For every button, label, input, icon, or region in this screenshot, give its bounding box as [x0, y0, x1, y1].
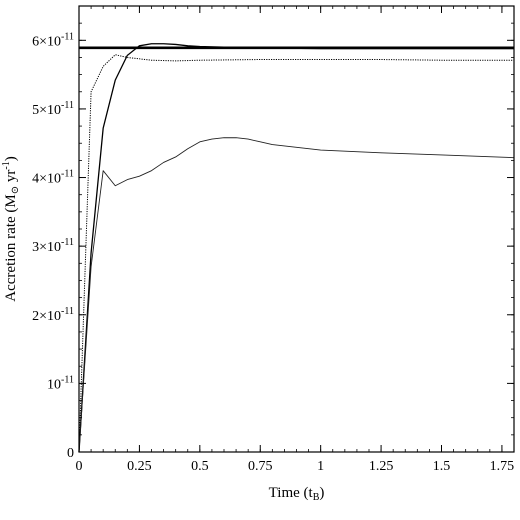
y-tick-label: 3×10-11	[32, 237, 74, 255]
y-axis-label-end: )	[3, 156, 19, 161]
y-tick-label: 0	[67, 446, 74, 461]
x-tick-label: 0.75	[248, 459, 273, 474]
y-axis-label: Accretion rate (M⊙ yr-1)	[1, 156, 21, 301]
y-axis-label-sun: ⊙	[10, 186, 21, 194]
y-tick-label: 2×10-11	[32, 306, 74, 324]
x-axis-label: Time (tB)	[269, 485, 325, 503]
x-tick-label: 1.75	[490, 459, 515, 474]
x-tick-label: 1	[317, 459, 324, 474]
y-axis-label-main: Accretion rate (M	[3, 194, 19, 301]
y-axis-label-exp: -1	[1, 161, 12, 169]
x-axis-label-main: Time (t	[269, 485, 314, 501]
y-tick-label: 5×10-11	[32, 100, 74, 118]
y-axis-label-unit: yr	[3, 170, 19, 186]
plot-area	[78, 43, 515, 453]
series-line-4-thin	[78, 137, 515, 453]
series-line-2-solid	[78, 43, 514, 453]
x-axis-label-end: )	[319, 485, 324, 501]
x-tick-label: 0	[76, 459, 83, 474]
x-tick-label: 1.5	[433, 459, 451, 474]
y-tick-label: 4×10-11	[32, 169, 74, 187]
x-tick-label: 1.25	[369, 459, 394, 474]
x-tick-label: 0.5	[191, 459, 209, 474]
y-axis: 0 10-11 2×10-11 3×10-11 4×10-11 5×10-11 6×10-1…	[32, 5, 514, 461]
x-axis-label-sub: B	[313, 492, 320, 503]
plot-frame	[78, 5, 515, 453]
x-tick-label: 0.25	[127, 459, 152, 474]
x-axis: 0 0.25 0.5 0.75 1 1.25 1.5 1.75	[76, 6, 515, 474]
y-tick-label: 10-11	[47, 374, 74, 392]
series-line-3-dotted	[78, 54, 514, 453]
y-tick-label: 6×10-11	[32, 31, 74, 49]
